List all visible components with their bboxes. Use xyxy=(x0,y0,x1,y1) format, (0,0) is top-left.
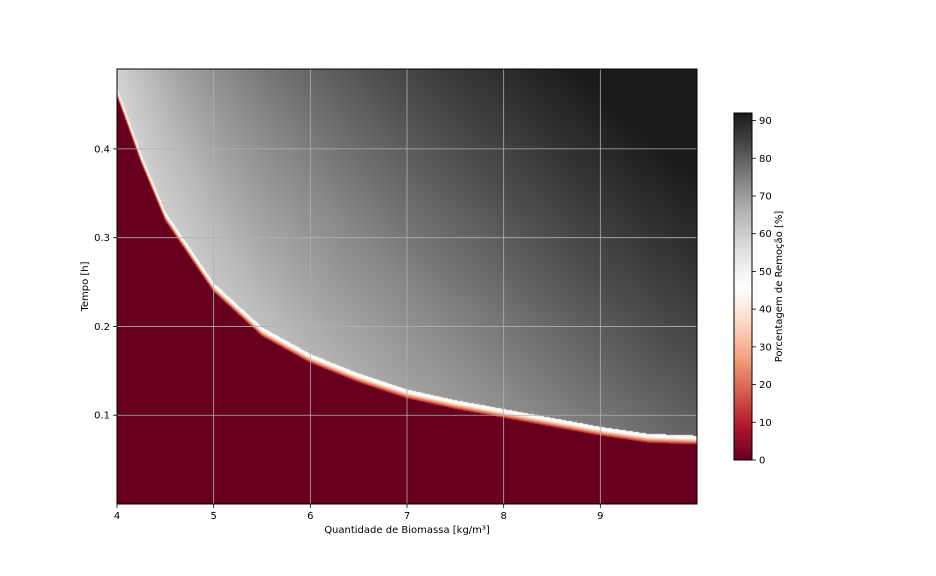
y-tick-label: 0.3 xyxy=(94,233,110,244)
colorbar-frame xyxy=(733,112,753,461)
y-tick-label: 0.4 xyxy=(94,144,110,155)
grid-lines xyxy=(117,69,697,504)
colorbar: 0 10 20 30 40 50 60 70 80 90 Porcentagem de Remoç… xyxy=(733,112,785,467)
colorbar-tick-label: 10 xyxy=(759,418,772,429)
x-tick-label: 6 xyxy=(307,511,313,522)
x-axis: 4 5 6 7 8 9 xyxy=(114,504,604,522)
colorbar-tick-label: 30 xyxy=(759,342,772,353)
colorbar-ticks: 0 10 20 30 40 50 60 70 80 90 xyxy=(752,116,772,467)
y-axis: 0.1 0.2 0.3 0.4 xyxy=(94,144,117,422)
colorbar-tick-label: 90 xyxy=(759,116,772,127)
x-tick-label: 5 xyxy=(210,511,216,522)
x-tick-label: 9 xyxy=(597,511,603,522)
x-tick-label: 4 xyxy=(114,511,120,522)
plot-area xyxy=(116,68,698,505)
colorbar-tick-label: 60 xyxy=(759,229,772,240)
colorbar-gradient xyxy=(734,113,752,460)
colorbar-tick-label: 80 xyxy=(759,154,772,165)
colorbar-tick-label: 70 xyxy=(759,191,772,202)
x-tick-label: 8 xyxy=(500,511,506,522)
colorbar-label: Porcentagem de Remoção [%] xyxy=(774,211,785,363)
y-tick-label: 0.2 xyxy=(94,322,110,333)
x-tick-label: 7 xyxy=(404,511,410,522)
y-tick-label: 0.1 xyxy=(94,411,110,422)
colorbar-tick-label: 20 xyxy=(759,380,772,391)
x-axis-label: Quantidade de Biomassa [kg/m³] xyxy=(324,525,490,536)
colorbar-tick-label: 0 xyxy=(759,456,765,467)
colorbar-tick-label: 40 xyxy=(759,305,772,316)
y-axis-label: Tempo [h] xyxy=(80,261,91,312)
colorbar-tick-label: 50 xyxy=(759,267,772,278)
